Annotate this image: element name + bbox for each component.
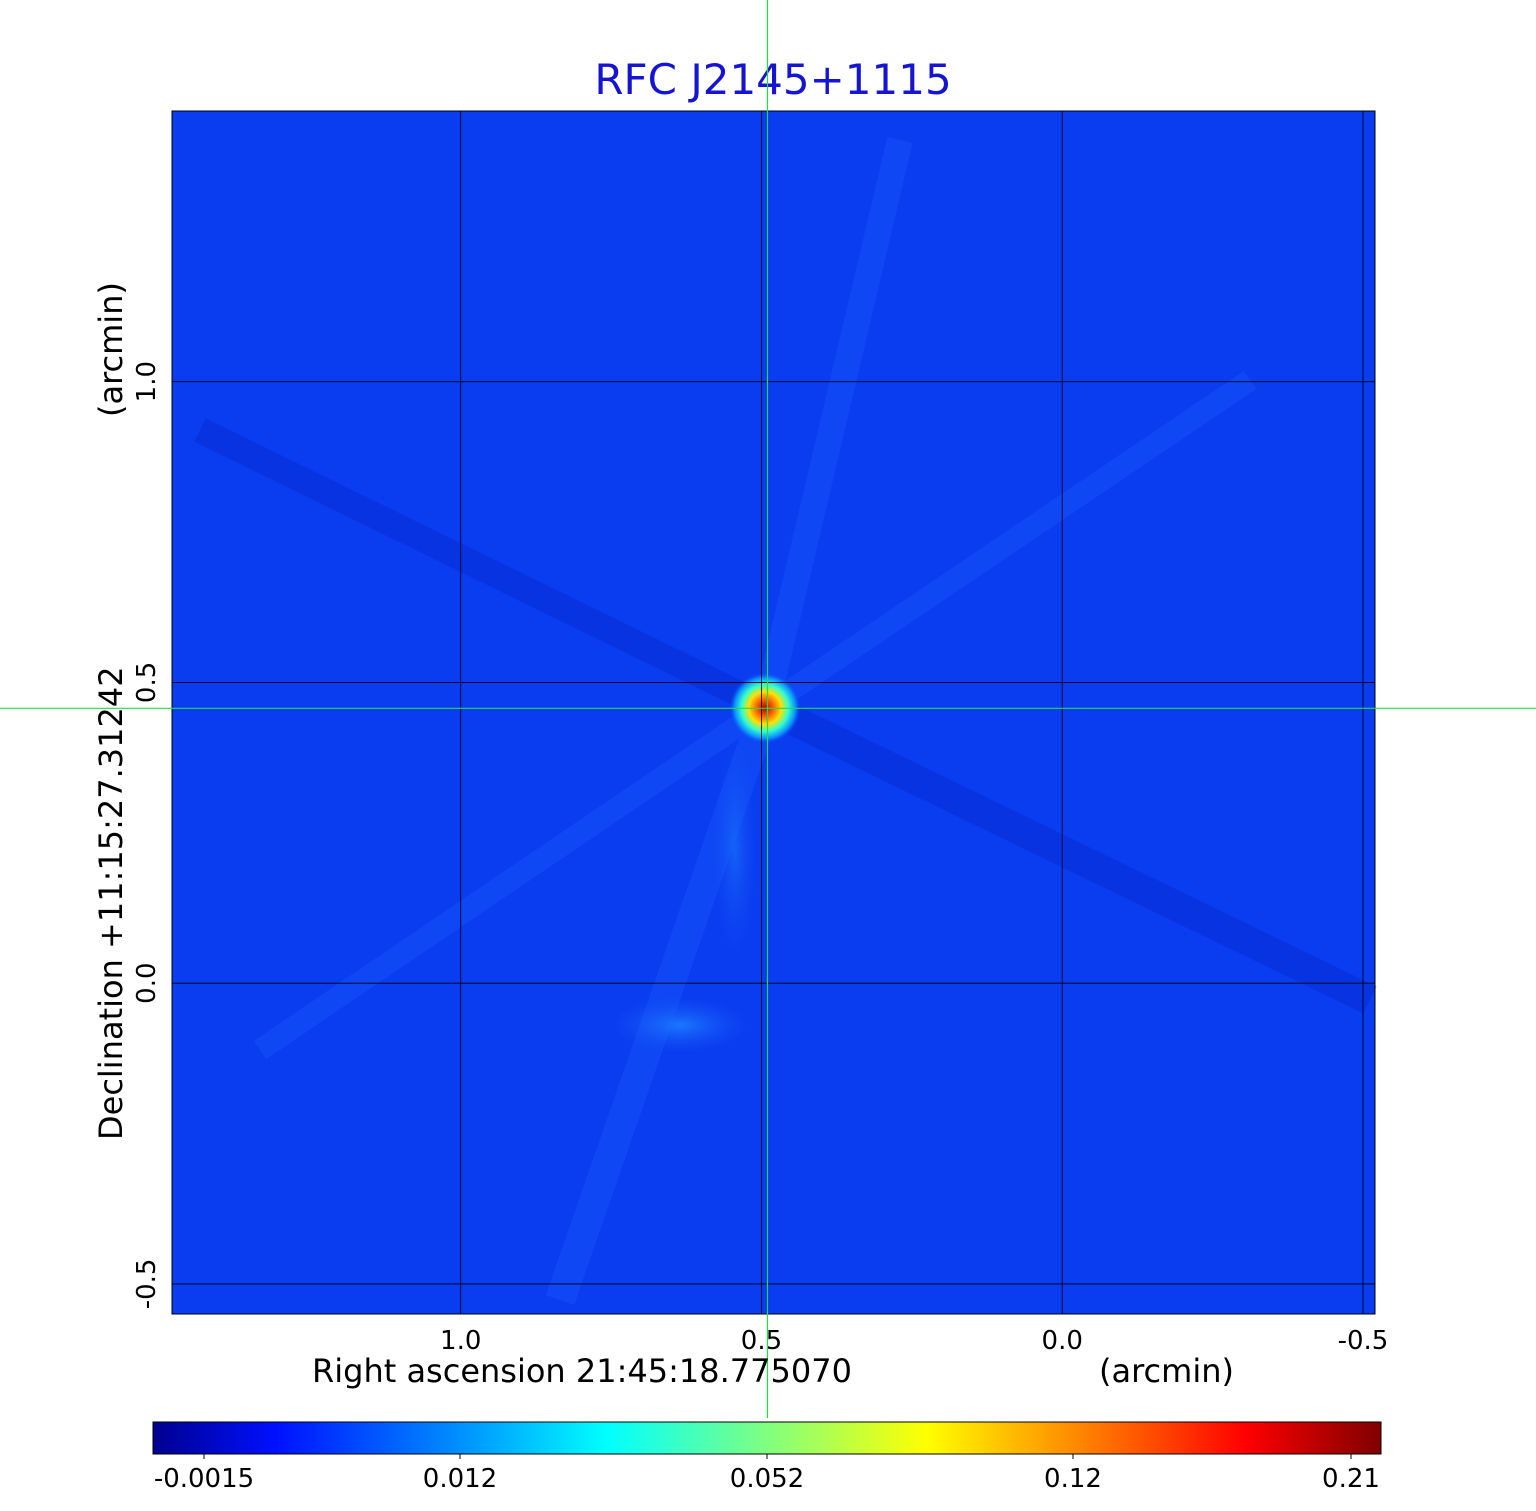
colorbar-tick-label: -0.0015 [154,1464,254,1494]
image-area [172,111,1377,1314]
y-axis-unit: (arcmin) [92,282,130,417]
sidelobe-streaks [194,137,1377,1305]
colorbar-tick-label: 0.012 [423,1464,497,1494]
colorbar [152,1421,1382,1455]
colorbar-ticks: -0.0015 0.012 0.052 0.12 0.21 [154,1454,1380,1494]
x-axis-label: Right ascension 21:45:18.775070 [312,1352,852,1390]
y-axis-label: Declination +11:15:27.31242 [92,666,130,1140]
coordinate-grid [172,111,1375,1314]
colorbar-tick-label: 0.21 [1322,1464,1380,1494]
x-tick-label: 1.0 [440,1326,481,1356]
y-tick-label: 0.5 [132,662,162,703]
x-tick-label: 0.0 [1042,1326,1083,1356]
x-axis-unit: (arcmin) [1099,1352,1234,1390]
y-tick-label: 1.0 [132,361,162,402]
x-tick-label: 0.5 [741,1326,782,1356]
y-tick-label: -0.5 [132,1259,162,1310]
image-frame [171,110,1376,1315]
jet-emission [713,740,757,960]
axis-ticks: 1.0 0.5 0.0 -0.5 1.0 0.5 0.0 -0.5 [132,361,1388,1356]
colorbar-tick-label: 0.12 [1044,1464,1102,1494]
colorbar-tick-label: 0.052 [730,1464,804,1494]
chart-title: RFC J2145+1115 [594,55,951,104]
x-tick-label: -0.5 [1338,1326,1389,1356]
y-tick-label: 0.0 [132,962,162,1003]
extended-emission [610,997,750,1053]
